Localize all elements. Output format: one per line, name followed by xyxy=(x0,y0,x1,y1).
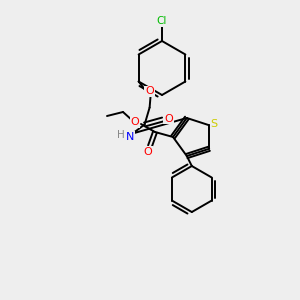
Text: O: O xyxy=(144,147,152,157)
Text: H: H xyxy=(117,130,124,140)
Text: O: O xyxy=(164,113,173,124)
Text: O: O xyxy=(145,86,154,97)
Text: Cl: Cl xyxy=(157,16,167,26)
Text: S: S xyxy=(211,119,218,129)
Text: O: O xyxy=(130,117,140,127)
Text: N: N xyxy=(125,131,134,142)
